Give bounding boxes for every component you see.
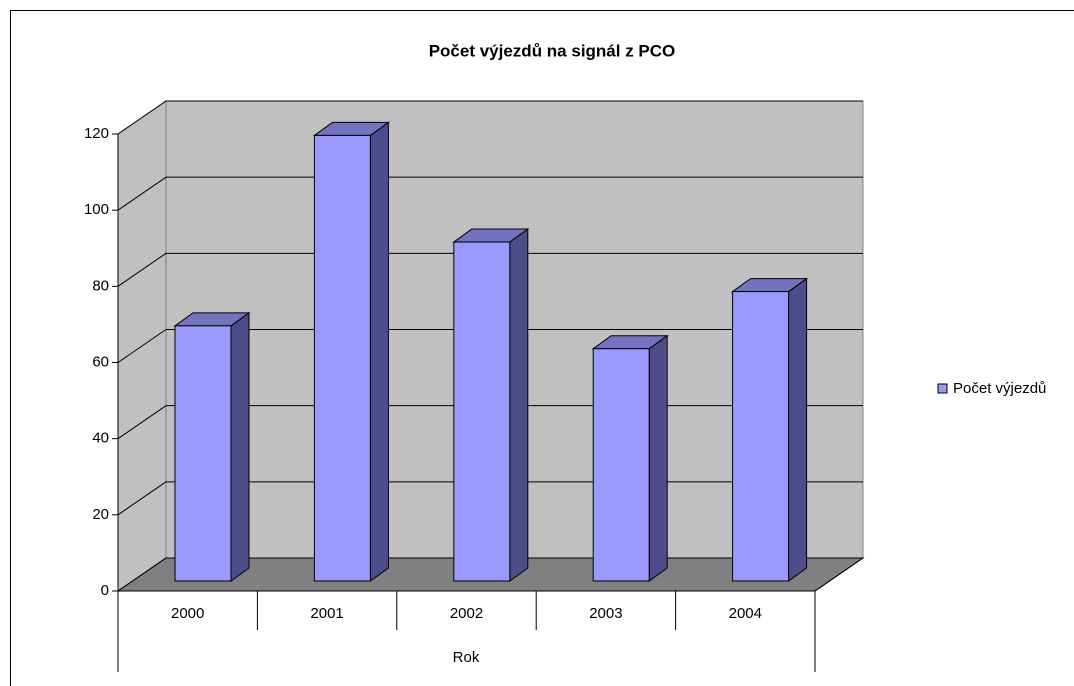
grid-line xyxy=(117,405,167,440)
bar xyxy=(313,134,371,582)
grid-line xyxy=(117,176,167,211)
bar xyxy=(453,241,511,582)
bar-side xyxy=(230,311,250,582)
x-tick-label: 2001 xyxy=(310,605,343,622)
x-tick-label: 2002 xyxy=(450,605,483,622)
y-tick-label: 20 xyxy=(92,506,109,523)
bar-side xyxy=(788,277,808,582)
bar xyxy=(732,291,790,582)
grid-line xyxy=(117,252,167,287)
legend-label: Počet výjezdů xyxy=(953,380,1046,397)
bar-side xyxy=(369,121,389,582)
x-tick-label: 2000 xyxy=(171,605,204,622)
y-tick-label: 40 xyxy=(92,430,109,447)
y-tick-label: 120 xyxy=(84,125,109,142)
bar xyxy=(174,325,232,582)
bar-side xyxy=(648,334,668,582)
y-tick-label: 80 xyxy=(92,277,109,294)
grid-line xyxy=(117,557,167,592)
chart-title: Počet výjezdů na signál z PCO xyxy=(429,41,676,60)
bar-side xyxy=(509,228,529,582)
grid-line xyxy=(117,481,167,516)
x-axis-label: Rok xyxy=(453,649,480,666)
x-tick-label: 2004 xyxy=(729,605,762,622)
grid-line xyxy=(117,329,167,363)
legend-swatch xyxy=(937,383,948,394)
bar xyxy=(592,348,650,582)
grid-line xyxy=(117,100,167,135)
y-tick-label: 100 xyxy=(84,201,109,218)
y-tick-label: 0 xyxy=(101,582,109,599)
y-tick-label: 60 xyxy=(92,353,109,370)
x-tick-label: 2003 xyxy=(589,605,622,622)
